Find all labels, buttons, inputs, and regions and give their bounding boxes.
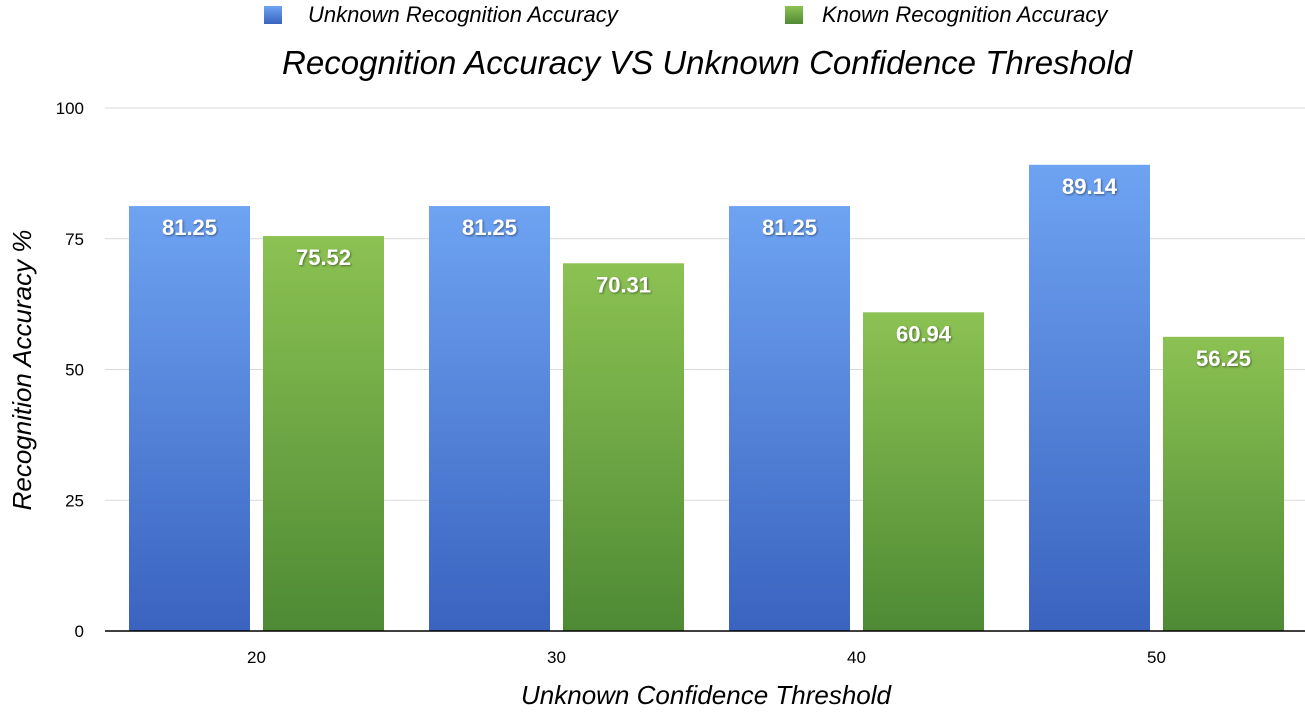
bar-known-20 (263, 236, 384, 631)
x-axis-title: Unknown Confidence Threshold (521, 680, 893, 710)
bar-label-known-20: 75.52 (296, 245, 351, 270)
legend: Unknown Recognition Accuracy Known Recog… (264, 2, 1109, 27)
y-axis-title: Recognition Accuracy % (7, 230, 37, 511)
bar-unknown-50 (1029, 164, 1150, 632)
legend-label-unknown: Unknown Recognition Accuracy (308, 2, 620, 27)
legend-item-known: Known Recognition Accuracy (785, 2, 1109, 27)
chart-title: Recognition Accuracy VS Unknown Confiden… (282, 44, 1134, 81)
bar-label-unknown-40: 81.25 (762, 215, 817, 240)
legend-item-unknown: Unknown Recognition Accuracy (264, 2, 620, 27)
y-tick-label: 0 (75, 622, 84, 641)
x-tick-label: 20 (247, 648, 266, 667)
bar-label-unknown-20: 81.25 (162, 215, 217, 240)
bar-unknown-40 (729, 206, 850, 631)
x-tick-label: 40 (847, 648, 866, 667)
bar-label-unknown-30: 81.25 (462, 215, 517, 240)
y-tick-label: 100 (56, 99, 84, 118)
x-axis-ticks: 20 30 40 50 (247, 648, 1166, 667)
bar-value-labels: 81.25 75.52 81.25 70.31 81.25 60.94 89.14 56.25 (162, 174, 1251, 371)
y-tick-label: 75 (65, 230, 84, 249)
y-tick-label: 25 (65, 491, 84, 510)
bar-label-known-50: 56.25 (1196, 346, 1251, 371)
y-axis-ticks: 0 25 50 75 100 (56, 99, 84, 641)
bar-label-known-40: 60.94 (896, 321, 952, 346)
legend-label-known: Known Recognition Accuracy (822, 2, 1109, 27)
x-tick-label: 50 (1147, 648, 1166, 667)
bar-known-40 (863, 312, 984, 631)
legend-swatch-known (785, 6, 803, 24)
y-tick-label: 50 (65, 361, 84, 380)
bars (129, 164, 1284, 632)
bar-known-30 (563, 263, 684, 631)
x-tick-label: 30 (547, 648, 566, 667)
bar-unknown-20 (129, 206, 250, 631)
bar-known-50 (1163, 336, 1284, 631)
bar-label-known-30: 70.31 (596, 272, 651, 297)
bar-label-unknown-50: 89.14 (1062, 174, 1118, 199)
legend-swatch-unknown (264, 6, 282, 24)
bar-unknown-30 (429, 206, 550, 631)
